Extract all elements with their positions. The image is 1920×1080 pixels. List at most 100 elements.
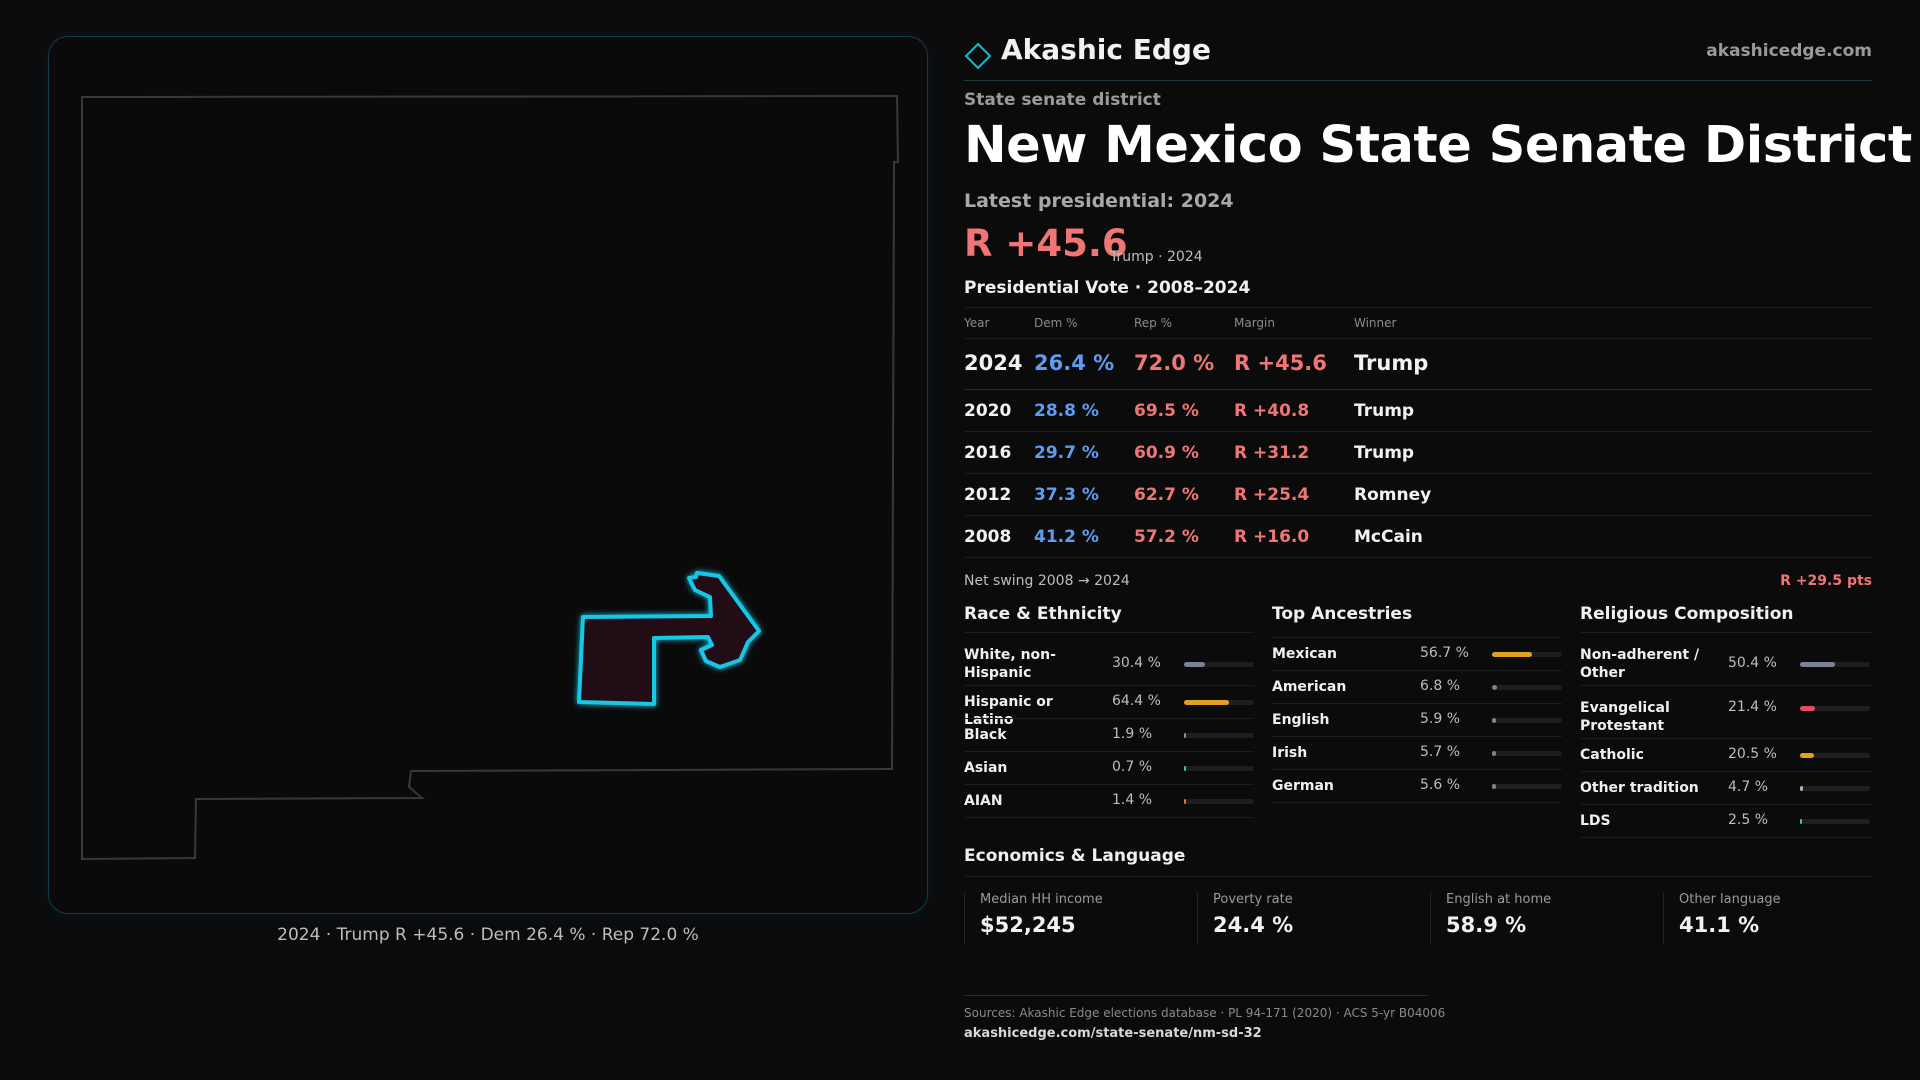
ancestry-bar-fill (1492, 685, 1497, 690)
brand-name[interactable]: Akashic Edge (1001, 33, 1211, 66)
race-bar (1184, 799, 1254, 804)
map-caption: 2024 · Trump R +45.6 · Dem 26.4 % · Rep … (277, 925, 699, 945)
religion-bar (1800, 753, 1870, 758)
list-item: Evangelical Protestant 21.4 % (1580, 685, 1872, 738)
list-item: AIAN 1.4 % (964, 784, 1254, 818)
ancestry-value: 5.6 % (1420, 777, 1461, 793)
econ-median-income: Median HH income $52,245 (964, 892, 1180, 944)
col-margin: Margin (1234, 316, 1275, 330)
list-item: Black 1.9 % (964, 718, 1254, 751)
cell-year: 2024 (964, 351, 1023, 375)
table-row: 2016 29.7 % 60.9 % R +31.2 Trump (964, 432, 1872, 474)
religion-bar (1800, 662, 1870, 667)
cell-dem: 28.8 % (1034, 401, 1099, 421)
col-year: Year (964, 316, 990, 330)
col-winner: Winner (1354, 316, 1397, 330)
race-bar-fill (1184, 700, 1229, 705)
cell-dem: 37.3 % (1034, 485, 1099, 505)
race-value: 0.7 % (1112, 759, 1153, 775)
divider (964, 995, 1428, 996)
ancestry-label: German (1272, 778, 1334, 794)
cell-rep: 57.2 % (1134, 527, 1199, 547)
list-item: American 6.8 % (1272, 670, 1562, 703)
latest-presidential-label: Latest presidential: 2024 (964, 190, 1234, 212)
race-title: Race & Ethnicity (964, 604, 1122, 624)
cell-year: 2020 (964, 401, 1012, 421)
religion-bar (1800, 819, 1870, 824)
col-dem: Dem % (1034, 316, 1078, 330)
cell-rep: 62.7 % (1134, 485, 1199, 505)
race-bar (1184, 662, 1254, 667)
list-item: Mexican 56.7 % (1272, 637, 1562, 670)
list-item: Irish 5.7 % (1272, 736, 1562, 769)
religion-value: 50.4 % (1728, 655, 1777, 671)
ancestry-value: 5.9 % (1420, 711, 1461, 727)
list-item: White, non-Hispanic 30.4 % (964, 632, 1254, 685)
ancestry-bar-fill (1492, 652, 1532, 657)
religion-bar (1800, 706, 1870, 711)
ancestry-label: English (1272, 712, 1330, 728)
list-item: Other tradition 4.7 % (1580, 771, 1872, 804)
econ-value: 41.1 % (1679, 913, 1760, 937)
race-label: White, non-Hispanic (964, 647, 1056, 681)
religion-bar-fill (1800, 819, 1802, 824)
cell-margin: R +31.2 (1234, 443, 1310, 463)
latest-margin: R +45.6 (964, 222, 1128, 265)
cell-margin: R +45.6 (1234, 351, 1327, 375)
net-swing-label: Net swing 2008 → 2024 (964, 573, 1130, 589)
latest-margin-sub: Trump · 2024 (1110, 249, 1203, 265)
ancestry-bar (1492, 718, 1562, 723)
cell-winner: Trump (1354, 401, 1415, 421)
ancestry-bar-fill (1492, 784, 1496, 789)
table-row: 2012 37.3 % 62.7 % R +25.4 Romney (964, 474, 1872, 516)
district-shape[interactable] (577, 571, 761, 706)
race-label: Black (964, 727, 1007, 743)
cell-dem: 26.4 % (1034, 351, 1115, 375)
cell-margin: R +16.0 (1234, 527, 1310, 547)
ancestry-label: Irish (1272, 745, 1308, 761)
list-item: German 5.6 % (1272, 769, 1562, 803)
cell-year: 2016 (964, 443, 1012, 463)
district-map (81, 94, 900, 861)
ancestry-bar-fill (1492, 751, 1496, 756)
race-bar (1184, 700, 1254, 705)
cell-winner: Trump (1354, 351, 1429, 375)
religion-table: Non-adherent / Other 50.4 % Evangelical … (1580, 632, 1872, 838)
net-swing-value: R +29.5 pts (1780, 573, 1872, 589)
race-bar-fill (1184, 733, 1186, 738)
brand-url[interactable]: akashicedge.com (1706, 41, 1872, 61)
list-item: LDS 2.5 % (1580, 804, 1872, 838)
religion-value: 20.5 % (1728, 746, 1777, 762)
ancestry-label: Mexican (1272, 646, 1337, 662)
cell-margin: R +40.8 (1234, 401, 1310, 421)
religion-title: Religious Composition (1580, 604, 1794, 624)
ancestry-value: 5.7 % (1420, 744, 1461, 760)
religion-label: Other tradition (1580, 780, 1699, 796)
cell-rep: 69.5 % (1134, 401, 1199, 421)
race-bar (1184, 733, 1254, 738)
permalink[interactable]: akashicedge.com/state-senate/nm-sd-32 (964, 1026, 1262, 1041)
race-label: Asian (964, 760, 1008, 776)
brand-header: Akashic Edge akashicedge.com (964, 32, 1872, 81)
religion-label: Evangelical Protestant (1580, 700, 1670, 734)
ancestry-label: American (1272, 679, 1347, 695)
table-row: 2008 41.2 % 57.2 % R +16.0 McCain (964, 516, 1872, 558)
econ-value: 24.4 % (1213, 913, 1294, 937)
list-item: Non-adherent / Other 50.4 % (1580, 632, 1872, 685)
race-bar-fill (1184, 662, 1205, 667)
econ-value: $52,245 (980, 913, 1076, 937)
cell-year: 2012 (964, 485, 1012, 505)
ancestry-value: 56.7 % (1420, 645, 1469, 661)
religion-bar-fill (1800, 662, 1835, 667)
list-item: English 5.9 % (1272, 703, 1562, 736)
cell-dem: 41.2 % (1034, 527, 1099, 547)
list-item: Hispanic or Latino 64.4 % (964, 685, 1254, 728)
religion-bar-fill (1800, 786, 1803, 791)
ancestry-bar (1492, 685, 1562, 690)
list-item: Asian 0.7 % (964, 751, 1254, 784)
cell-winner: Trump (1354, 443, 1415, 463)
table-row: 2024 26.4 % 72.0 % R +45.6 Trump (964, 339, 1872, 390)
econ-english-at-home: English at home 58.9 % (1430, 892, 1646, 944)
page-title: New Mexico State Senate District 32 (964, 116, 1920, 175)
econ-poverty-rate: Poverty rate 24.4 % (1197, 892, 1413, 944)
